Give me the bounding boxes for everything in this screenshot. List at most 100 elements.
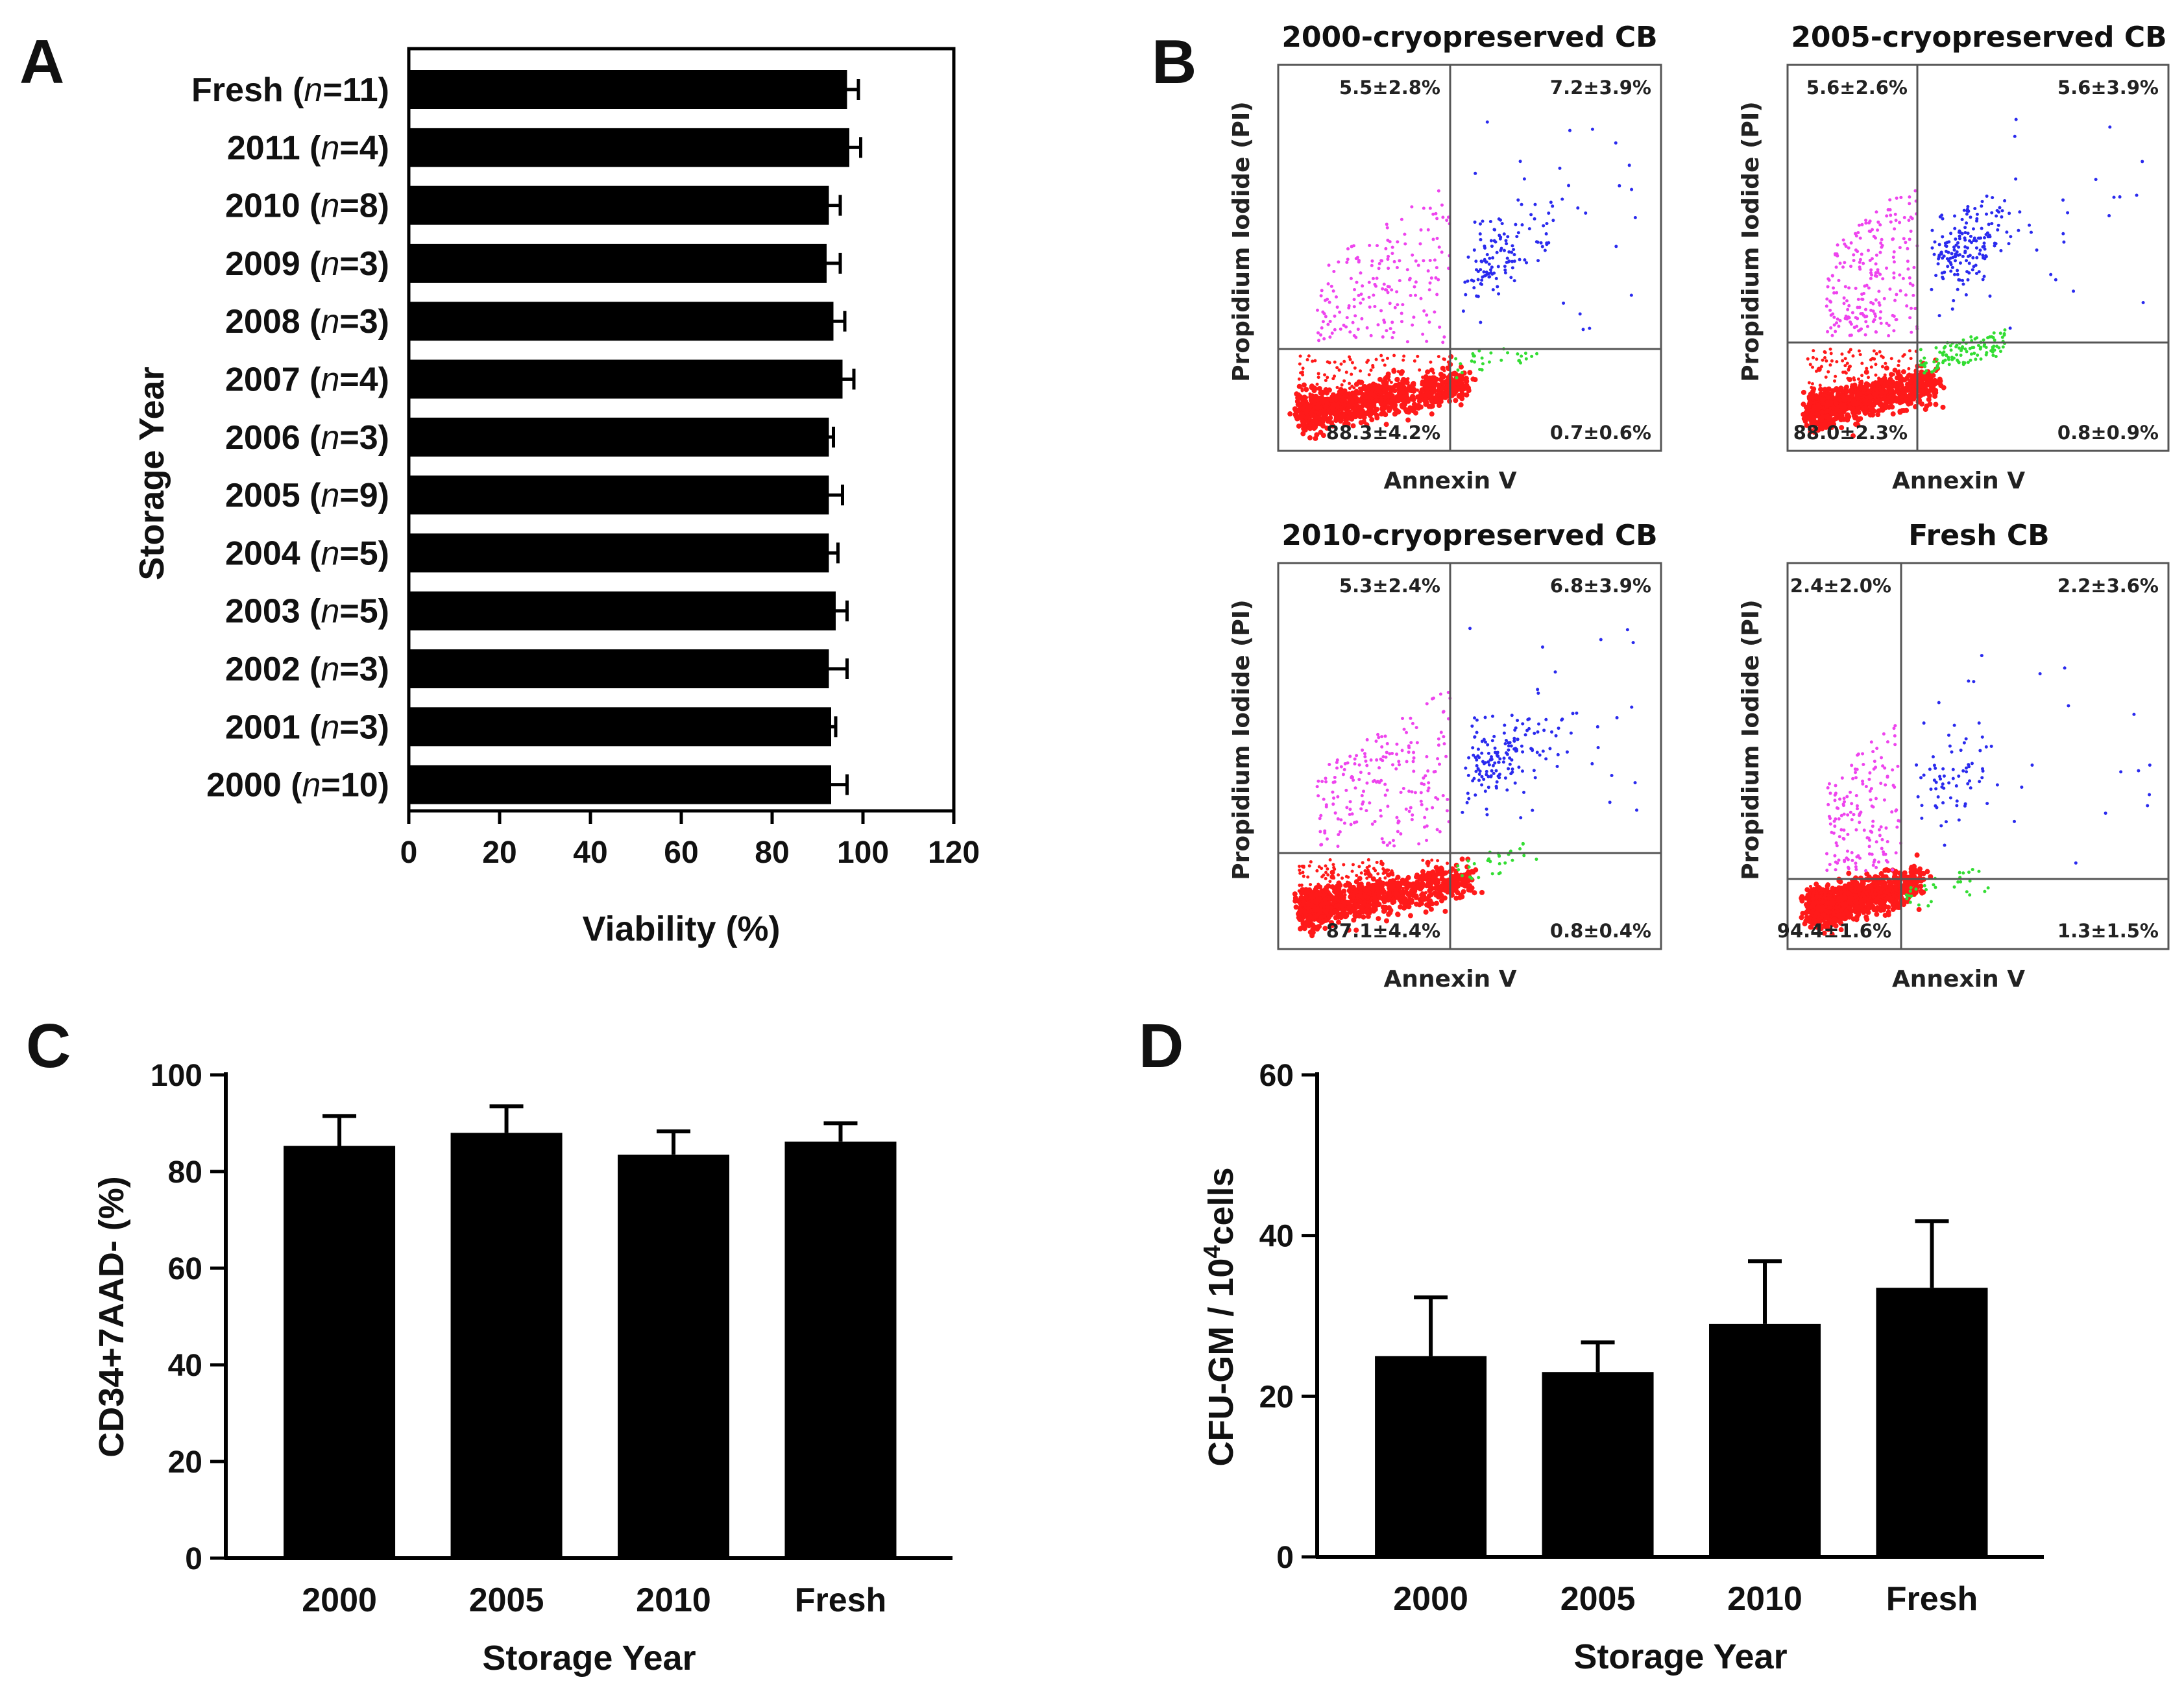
flow-point (1955, 353, 1959, 357)
flow-point (2118, 195, 2122, 199)
flow-point (1361, 415, 1367, 420)
flow-point (1950, 357, 1954, 361)
flow-point (1433, 894, 1437, 898)
flow-point (1934, 274, 1938, 278)
flow-point (1419, 791, 1423, 795)
flow-point (1488, 758, 1492, 762)
flow-point (1316, 794, 1320, 798)
flow-point (1360, 909, 1366, 915)
flow-point (1984, 254, 1988, 258)
flow-point (1834, 265, 1838, 269)
flow-point (1380, 259, 1384, 263)
flow-point (1374, 413, 1379, 418)
flow-point (1395, 290, 1399, 294)
category-n-open: ( (300, 245, 321, 283)
flow-point (1510, 714, 1514, 717)
flow-point (1843, 386, 1847, 390)
flow-point (1811, 416, 1817, 422)
flow-point (1360, 794, 1364, 798)
flow-point (1547, 241, 1551, 245)
flow-point (1981, 245, 1985, 249)
flow-point (1369, 758, 1373, 762)
flow-point (1332, 865, 1336, 869)
flow-point (1853, 421, 1859, 427)
flow-point (1464, 293, 1468, 296)
flow-point (1878, 389, 1882, 392)
flow-point (1833, 379, 1837, 383)
flow-point (1438, 692, 1442, 696)
flow-point (1412, 315, 1416, 319)
flow-point (1836, 317, 1839, 321)
flow-point (1445, 365, 1449, 369)
flow-point (1481, 362, 1485, 366)
flow-point (1812, 349, 1815, 353)
flow-point (1315, 924, 1321, 930)
flow-point (1533, 217, 1536, 221)
flow-point (1359, 369, 1363, 373)
flow-point (1344, 788, 1348, 792)
category-n-open: ( (300, 187, 321, 225)
flow-point (1345, 260, 1349, 264)
flow-point (1409, 293, 1413, 297)
flow-point (1342, 863, 1346, 867)
flow-point (1396, 303, 1400, 307)
flow-point (1298, 354, 1302, 358)
flow-point (1339, 362, 1343, 366)
flow-point (1995, 214, 1998, 218)
flow-point (1984, 345, 1988, 349)
flow-point (1493, 746, 1497, 750)
flow-point (1863, 284, 1867, 288)
flow-point (1487, 360, 1491, 364)
flow-point (1499, 247, 1503, 250)
flow-point (1397, 760, 1401, 764)
panel-a-bars (409, 70, 862, 804)
flow-point (1322, 896, 1328, 902)
flow-point (1472, 286, 1476, 290)
flow-point (1844, 315, 1848, 319)
flow-point (1971, 227, 1975, 231)
quadrant-upper-right-value: 7.2±3.9% (1550, 77, 1651, 99)
flow-point (1348, 882, 1352, 886)
flow-point (1495, 754, 1499, 758)
flow-point (1847, 246, 1850, 250)
flow-point (1349, 892, 1355, 898)
flow-point (1387, 267, 1390, 271)
category-label: 2003 (n=5) (225, 593, 389, 631)
flow-point (1355, 280, 1359, 284)
flow-point (1422, 382, 1427, 388)
flow-point (1818, 383, 1822, 387)
category-label: 2001 (n=3) (225, 708, 389, 746)
flow-point (1363, 755, 1367, 759)
flow-point (1431, 697, 1435, 701)
flow-point (1433, 769, 1437, 773)
bar (409, 707, 831, 747)
flow-point (1873, 312, 1877, 316)
flow-point (1405, 760, 1409, 764)
flow-point (1411, 760, 1415, 764)
flow-point (1506, 235, 1510, 239)
flow-point (1390, 335, 1394, 339)
flow-point (1999, 248, 2003, 252)
flow-point (1935, 364, 1939, 368)
flow-point (1871, 392, 1875, 396)
flow-point (1888, 208, 1892, 211)
flow-point (1948, 256, 1952, 260)
flow-point (1338, 310, 1342, 314)
flow-point (1625, 628, 1629, 632)
flow-point (1368, 305, 1372, 309)
flow-point (1426, 228, 1430, 232)
flow-point (1300, 387, 1304, 391)
category-n-value: =3) (339, 303, 389, 341)
flow-point (1330, 423, 1336, 429)
flow-point (1487, 262, 1491, 266)
flow-point (1544, 717, 1548, 721)
flow-point (1517, 359, 1521, 363)
flow-point (1874, 911, 1880, 917)
flow-point (1957, 245, 1961, 249)
flow-point (1333, 775, 1337, 779)
flow-point (1436, 797, 1440, 801)
flow-point (1382, 282, 1386, 286)
flow-point (1504, 239, 1508, 243)
category-year: 2005 (225, 477, 300, 514)
flow-point (1437, 743, 1440, 747)
